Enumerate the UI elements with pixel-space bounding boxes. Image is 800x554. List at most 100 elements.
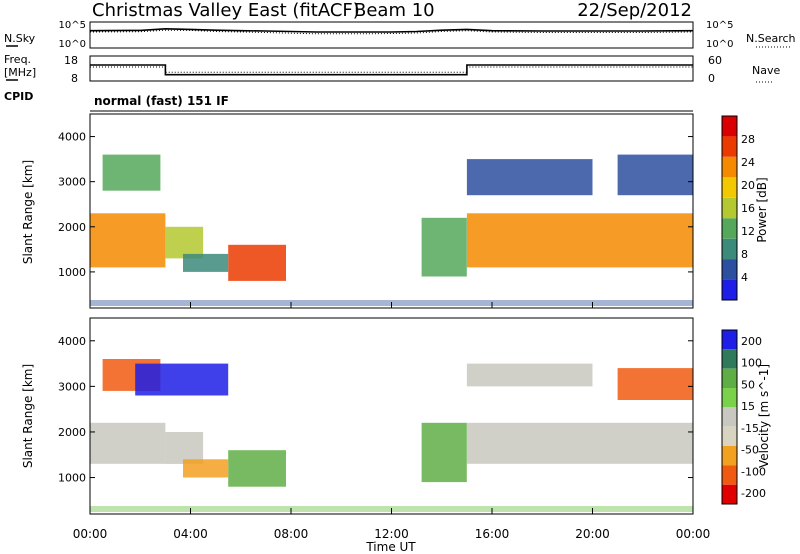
noise-tick-left-bottom: 10^0: [59, 39, 86, 50]
power-panel: Slant Range [km] 1000 2000 3000 4000 4 8 12 16…: [21, 113, 769, 309]
velocity-colorbar-swatch: [722, 446, 737, 466]
velocity-colorbar-swatch: [722, 465, 737, 485]
date-label: 22/Sep/2012: [577, 0, 692, 21]
power-colorbar-label: Power [dB]: [755, 177, 769, 242]
noise-series-line: [89, 27, 694, 33]
y-tick-label: 3000: [58, 176, 86, 189]
velocity-colorbar-tick: 200: [741, 335, 762, 348]
power-colorbar-tick: 12: [741, 225, 755, 238]
echo-region: [90, 213, 166, 268]
echo-region: [183, 459, 229, 478]
figure-title: Christmas Valley East (fitACF): [92, 0, 360, 21]
y-tick-label: 3000: [58, 380, 86, 393]
power-colorbar-swatch: [722, 259, 737, 280]
echo-region: [165, 432, 204, 464]
power-colorbar-tick: 20: [741, 179, 755, 192]
beam-label: Beam 10: [354, 0, 435, 21]
x-tick-label: 12:00: [374, 527, 409, 541]
cpid-value: normal (fast) 151 IF: [94, 94, 229, 108]
power-colorbar-tick: 24: [741, 156, 755, 169]
power-colorbar-swatch: [722, 156, 737, 178]
power-colorbar: 4 8 12 16 20 24 28: [721, 115, 755, 301]
noise-panel-frame: [89, 21, 694, 49]
echo-region: [183, 253, 229, 272]
freq-series-line: [90, 64, 693, 76]
echo-region: [421, 422, 467, 483]
velocity-colorbar-swatch: [722, 388, 737, 408]
x-tick-label: 00:00: [676, 527, 711, 541]
noise-panel: N.Sky N.Search 10^5 10^0 10^5 10^0: [4, 20, 796, 50]
power-colorbar-swatch: [722, 197, 737, 219]
y-tick-label: 2000: [58, 221, 86, 234]
power-colorbar-tick: 4: [741, 271, 748, 284]
nave-series-line: [90, 66, 693, 73]
velocity-yticks: 1000 2000 3000 4000: [58, 335, 693, 485]
echo-region: [165, 226, 204, 259]
power-colorbar-tick: 8: [741, 248, 748, 261]
echo-region: [421, 217, 467, 277]
x-tick-label: 16:00: [475, 527, 510, 541]
velocity-colorbar-swatch: [722, 330, 737, 350]
x-tick-label: 20:00: [575, 527, 610, 541]
noise-tick-right-top: 10^5: [706, 20, 733, 31]
power-colorbar-frame: [721, 115, 738, 301]
nave-tick-top: 60: [708, 54, 722, 67]
power-colorbar-swatch: [722, 279, 737, 300]
velocity-colorbar-swatch: [722, 407, 737, 427]
velocity-colorbar-tick: -200: [741, 487, 766, 500]
echo-region: [466, 363, 593, 387]
power-panel-frame: [89, 113, 694, 309]
freq-label: Freq.: [4, 53, 31, 66]
echo-region: [617, 154, 693, 196]
power-ylabel: Slant Range [km]: [21, 160, 35, 264]
echo-region: [228, 450, 286, 487]
power-colorbar-swatch: [722, 218, 737, 239]
x-tick-label: 08:00: [274, 527, 309, 541]
echo-region: [466, 213, 693, 268]
velocity-colorbar-swatch: [722, 368, 737, 388]
velocity-colorbar-tick: 100: [741, 357, 762, 370]
velocity-colorbar-tick: 15: [741, 400, 755, 413]
velocity-colorbar-tick: -100: [741, 465, 766, 478]
noise-tick-right-bottom: 10^0: [706, 39, 733, 50]
velocity-colorbar: 200 100 50 15 -15 -50 -100 -200: [721, 329, 766, 505]
nsearch-label: N.Search: [746, 32, 796, 45]
echo-region: [102, 154, 161, 191]
nave-label: Nave: [752, 64, 780, 77]
velocity-colorbar-frame: [721, 329, 738, 505]
noise-series-line: [89, 29, 694, 35]
echo-region: [466, 422, 693, 464]
velocity-colorbar-swatch: [722, 484, 737, 504]
x-tick-label: 00:00: [73, 527, 108, 541]
power-colorbar-swatch: [722, 177, 737, 198]
x-tick-label: 04:00: [173, 527, 208, 541]
cpid-label: CPID: [4, 90, 33, 103]
echo-region: [466, 159, 593, 196]
freq-tick-top: 18: [64, 54, 78, 67]
velocity-colorbar-tick: -50: [741, 444, 759, 457]
velocity-colorbar-label: Velocity [m s^-1]: [757, 364, 771, 468]
freq-lines: [90, 64, 693, 76]
echo-region: [135, 363, 229, 396]
freq-unit-label: [MHz]: [4, 66, 36, 79]
velocity-colorbar-tick: -15: [741, 422, 759, 435]
y-tick-label: 1000: [58, 472, 86, 485]
x-axis-label: Time UT: [365, 540, 416, 554]
velocity-colorbar-swatch: [722, 426, 737, 446]
freq-tick-bottom: 8: [71, 72, 78, 85]
velocity-ylabel: Slant Range [km]: [21, 364, 35, 468]
velocity-colorbar-swatch: [722, 349, 737, 369]
y-tick-label: 4000: [58, 335, 86, 348]
power-marks: [90, 154, 693, 306]
nsky-label: N.Sky: [4, 32, 36, 45]
freq-panel: Freq. [MHz] Nave 18 8 60 0: [4, 53, 780, 85]
power-colorbar-tick: 16: [741, 202, 755, 215]
y-tick-label: 4000: [58, 131, 86, 144]
echo-region: [617, 368, 693, 400]
freq-panel-frame: [89, 55, 694, 82]
x-axis: 00:00 04:00 08:00 12:00 16:00 20:00 00:00: [73, 302, 711, 541]
velocity-panel-frame: [89, 317, 694, 515]
noise-tick-left-top: 10^5: [59, 20, 86, 31]
power-yticks: 1000 2000 3000 4000: [58, 131, 693, 279]
